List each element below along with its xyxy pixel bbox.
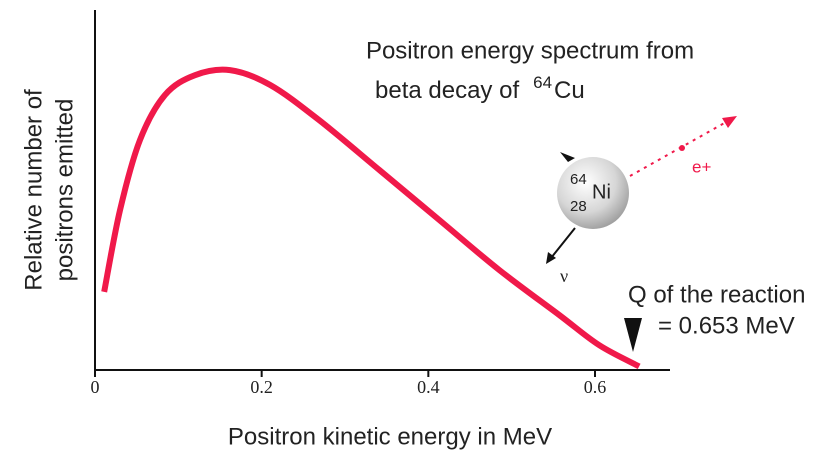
- positron-label: e+: [692, 157, 711, 176]
- y-axis-label: Relative number of: [20, 89, 47, 291]
- mass-number: 64: [570, 171, 587, 188]
- neutrino-arrow: [550, 227, 576, 259]
- positron: [679, 145, 685, 151]
- subtitle-text: beta decay of: [375, 77, 519, 104]
- x-tick-label: 0.2: [250, 377, 273, 397]
- positron-arrowhead: [722, 116, 737, 128]
- x-tick-label: 0.6: [584, 377, 607, 397]
- atomic-number: 28: [570, 198, 587, 215]
- positron-path: [629, 120, 729, 177]
- isotope: Cu: [554, 77, 585, 104]
- x-tick-label: 0.4: [417, 377, 440, 397]
- recoil-arrow: [560, 152, 575, 162]
- x-tick-label: 0: [91, 377, 100, 397]
- x-axis-label: Positron kinetic energy in MeV: [228, 423, 552, 450]
- chart-subtitle: beta decay of 64Cu: [375, 73, 585, 104]
- isotope-mass: 64: [533, 73, 552, 92]
- element: Ni: [592, 181, 611, 203]
- neutrino-label: ν: [560, 266, 568, 286]
- neutrino-arrowhead: [546, 252, 556, 264]
- chart-title: Positron energy spectrum from: [366, 37, 694, 64]
- q-label: Q of the reaction: [628, 281, 805, 308]
- spectrum-line: [101, 66, 641, 370]
- q-value: = 0.653 MeV: [658, 312, 795, 339]
- q-arrow: [624, 318, 642, 352]
- y-axis-label: positrons emitted: [51, 99, 78, 282]
- nucleus: [557, 157, 629, 229]
